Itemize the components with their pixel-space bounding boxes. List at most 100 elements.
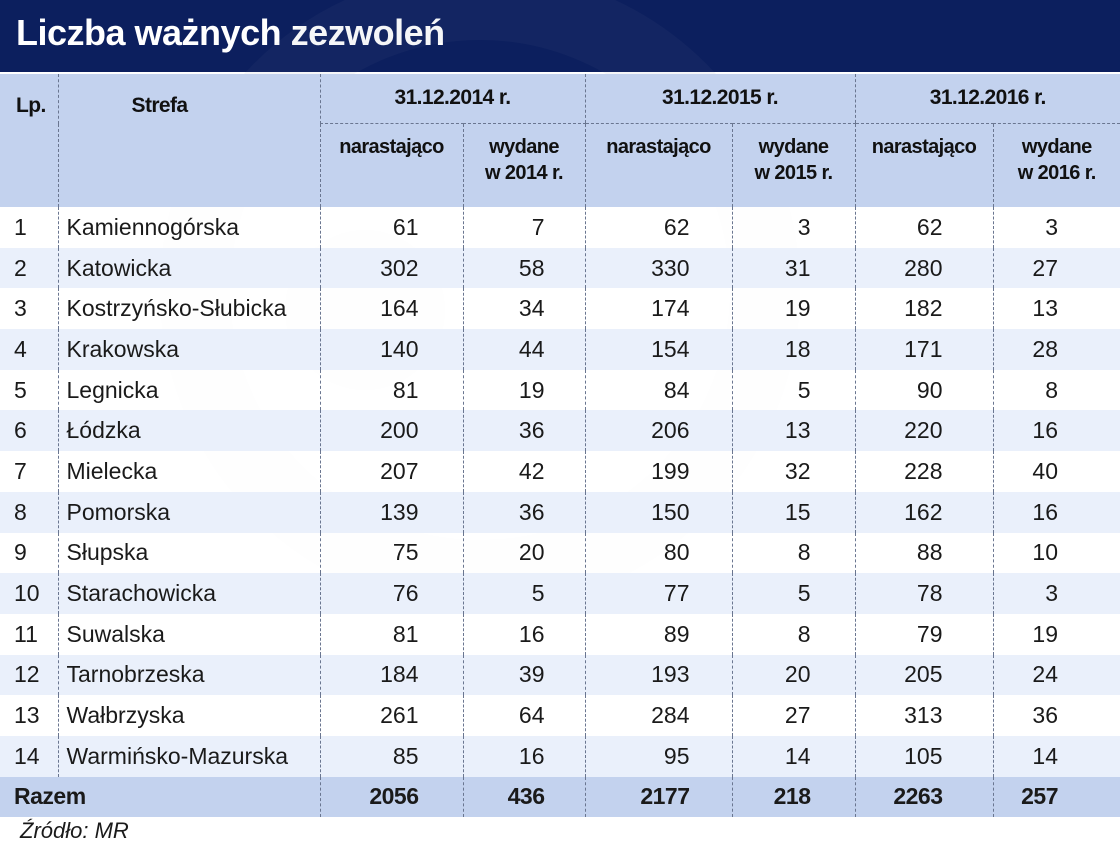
cell-cumulative-2015: 174 (584, 288, 732, 330)
header-period-2015: 31.12.2015 r. (584, 74, 855, 124)
cell-issued-2014: 7 (462, 207, 585, 248)
cell-issued-2015: 3 (731, 207, 855, 248)
row-lp: 11 (0, 613, 58, 655)
table-row: 6 Łódzka 200 36 206 13 220 16 (0, 410, 1120, 452)
cell-issued-2015: 32 (731, 451, 855, 492)
cell-issued-2015: 5 (731, 573, 855, 614)
cell-cumulative-2014: 76 (319, 573, 463, 614)
table-row: 13 Wałbrzyska 261 64 284 27 313 36 (0, 695, 1120, 736)
cell-issued-2014: 16 (462, 613, 585, 655)
cell-cumulative-2014: 261 (319, 695, 463, 736)
cell-cumulative-2015: 62 (584, 207, 732, 248)
cell-issued-2016: 13 (992, 288, 1120, 330)
header-period-2014: 31.12.2014 r. (319, 74, 585, 124)
table-row: 3 Kostrzyńsko-Słubicka 164 34 174 19 182 13 (0, 288, 1120, 330)
row-zone-name: Mielecka (57, 451, 320, 492)
cell-cumulative-2014: 81 (319, 369, 463, 411)
row-zone-name: Tarnobrzeska (57, 654, 320, 696)
cell-cumulative-2016: 171 (854, 329, 993, 370)
header-issued-2015-line1: wydane (758, 136, 829, 158)
header-issued-2016-line1: wydane (1021, 136, 1092, 158)
cell-cumulative-2014: 302 (319, 247, 463, 289)
cell-cumulative-2016: 105 (854, 735, 993, 777)
row-zone-name: Katowicka (57, 247, 320, 289)
table-row: 5 Legnicka 81 19 84 5 90 8 (0, 369, 1120, 411)
cell-cumulative-2015: 77 (584, 573, 732, 614)
cell-cumulative-2015: 80 (584, 532, 732, 574)
chart-title: Liczba ważnych zezwoleń (16, 12, 445, 53)
cell-issued-2015: 19 (731, 288, 855, 330)
cell-cumulative-2014: 81 (319, 613, 463, 655)
cell-cumulative-2014: 85 (319, 735, 463, 777)
row-zone-name: Łódzka (57, 410, 320, 452)
cell-issued-2016: 24 (992, 654, 1120, 696)
title-bar: Liczba ważnych zezwoleń (0, 0, 1120, 72)
cell-issued-2014: 64 (462, 695, 585, 736)
row-zone-name: Starachowicka (57, 573, 320, 614)
table-row: 7 Mielecka 207 42 199 32 228 40 (0, 451, 1120, 492)
header-cumulative-2014: narastająco (319, 123, 463, 207)
row-zone-name: Legnicka (57, 369, 320, 411)
row-zone-name: Kostrzyńsko-Słubicka (57, 288, 320, 330)
cell-issued-2015: 8 (731, 532, 855, 574)
cell-cumulative-2014: 164 (319, 288, 463, 330)
cell-issued-2014: 42 (462, 451, 585, 492)
cell-cumulative-2015: 199 (584, 451, 732, 492)
cell-cumulative-2015: 193 (584, 654, 732, 696)
header-cumulative-2015: narastająco (584, 123, 732, 207)
cell-cumulative-2014: 207 (319, 451, 463, 492)
cell-issued-2014: 16 (462, 735, 585, 777)
cell-cumulative-2016: 78 (854, 573, 993, 614)
cell-issued-2016: 40 (992, 451, 1120, 492)
table-row: 8 Pomorska 139 36 150 15 162 16 (0, 491, 1120, 533)
row-lp: 5 (0, 369, 58, 411)
totals-label: Razem (0, 776, 320, 817)
cell-issued-2015: 13 (731, 410, 855, 452)
cell-issued-2014: 39 (462, 654, 585, 696)
header-zone: Strefa (57, 74, 320, 207)
cell-issued-2016: 8 (992, 369, 1120, 411)
total-cumulative-2015: 2177 (584, 776, 732, 817)
total-issued-2015: 218 (731, 776, 855, 817)
cell-cumulative-2016: 79 (854, 613, 993, 655)
row-zone-name: Warmińsko-Mazurska (57, 735, 320, 777)
header-period-2016: 31.12.2016 r. (854, 74, 1120, 124)
table-row: 14 Warmińsko-Mazurska 85 16 95 14 105 14 (0, 735, 1120, 777)
header-cumulative-2016: narastająco (854, 123, 993, 207)
cell-issued-2016: 10 (992, 532, 1120, 574)
cell-issued-2014: 19 (462, 369, 585, 411)
cell-issued-2015: 31 (731, 247, 855, 289)
row-zone-name: Wałbrzyska (57, 695, 320, 736)
total-cumulative-2014: 2056 (319, 776, 463, 817)
row-lp: 9 (0, 532, 58, 574)
cell-issued-2014: 20 (462, 532, 585, 574)
cell-cumulative-2016: 90 (854, 369, 993, 411)
table-row: 11 Suwalska 81 16 89 8 79 19 (0, 613, 1120, 655)
row-lp: 7 (0, 451, 58, 492)
row-zone-name: Suwalska (57, 613, 320, 655)
cell-cumulative-2015: 89 (584, 613, 732, 655)
totals-row: Razem 2056 436 2177 218 2263 257 (0, 776, 1120, 817)
cell-cumulative-2014: 61 (319, 207, 463, 248)
row-lp: 8 (0, 491, 58, 533)
cell-cumulative-2015: 206 (584, 410, 732, 452)
row-lp: 2 (0, 247, 58, 289)
row-lp: 14 (0, 735, 58, 777)
cell-issued-2015: 8 (731, 613, 855, 655)
cell-issued-2015: 5 (731, 369, 855, 411)
cell-issued-2016: 28 (992, 329, 1120, 370)
header-issued-2014-line1: wydane (489, 136, 559, 158)
table-row: 10 Starachowicka 76 5 77 5 78 3 (0, 573, 1120, 614)
row-lp: 12 (0, 654, 58, 696)
cell-issued-2016: 19 (992, 613, 1120, 655)
cell-cumulative-2016: 280 (854, 247, 993, 289)
row-lp: 10 (0, 573, 58, 614)
cell-issued-2016: 3 (992, 207, 1120, 248)
cell-issued-2014: 34 (462, 288, 585, 330)
permits-table: Lp. Strefa 31.12.2014 r. 31.12.2015 r. 3… (0, 74, 1120, 817)
table-body: 1 Kamiennogórska 61 7 62 3 62 3 2 Katowicka 302 58 3… (0, 207, 1120, 777)
cell-issued-2015: 27 (731, 695, 855, 736)
source-note: Źródło: MR (20, 818, 129, 843)
cell-cumulative-2016: 205 (854, 654, 993, 696)
row-zone-name: Pomorska (57, 491, 320, 533)
